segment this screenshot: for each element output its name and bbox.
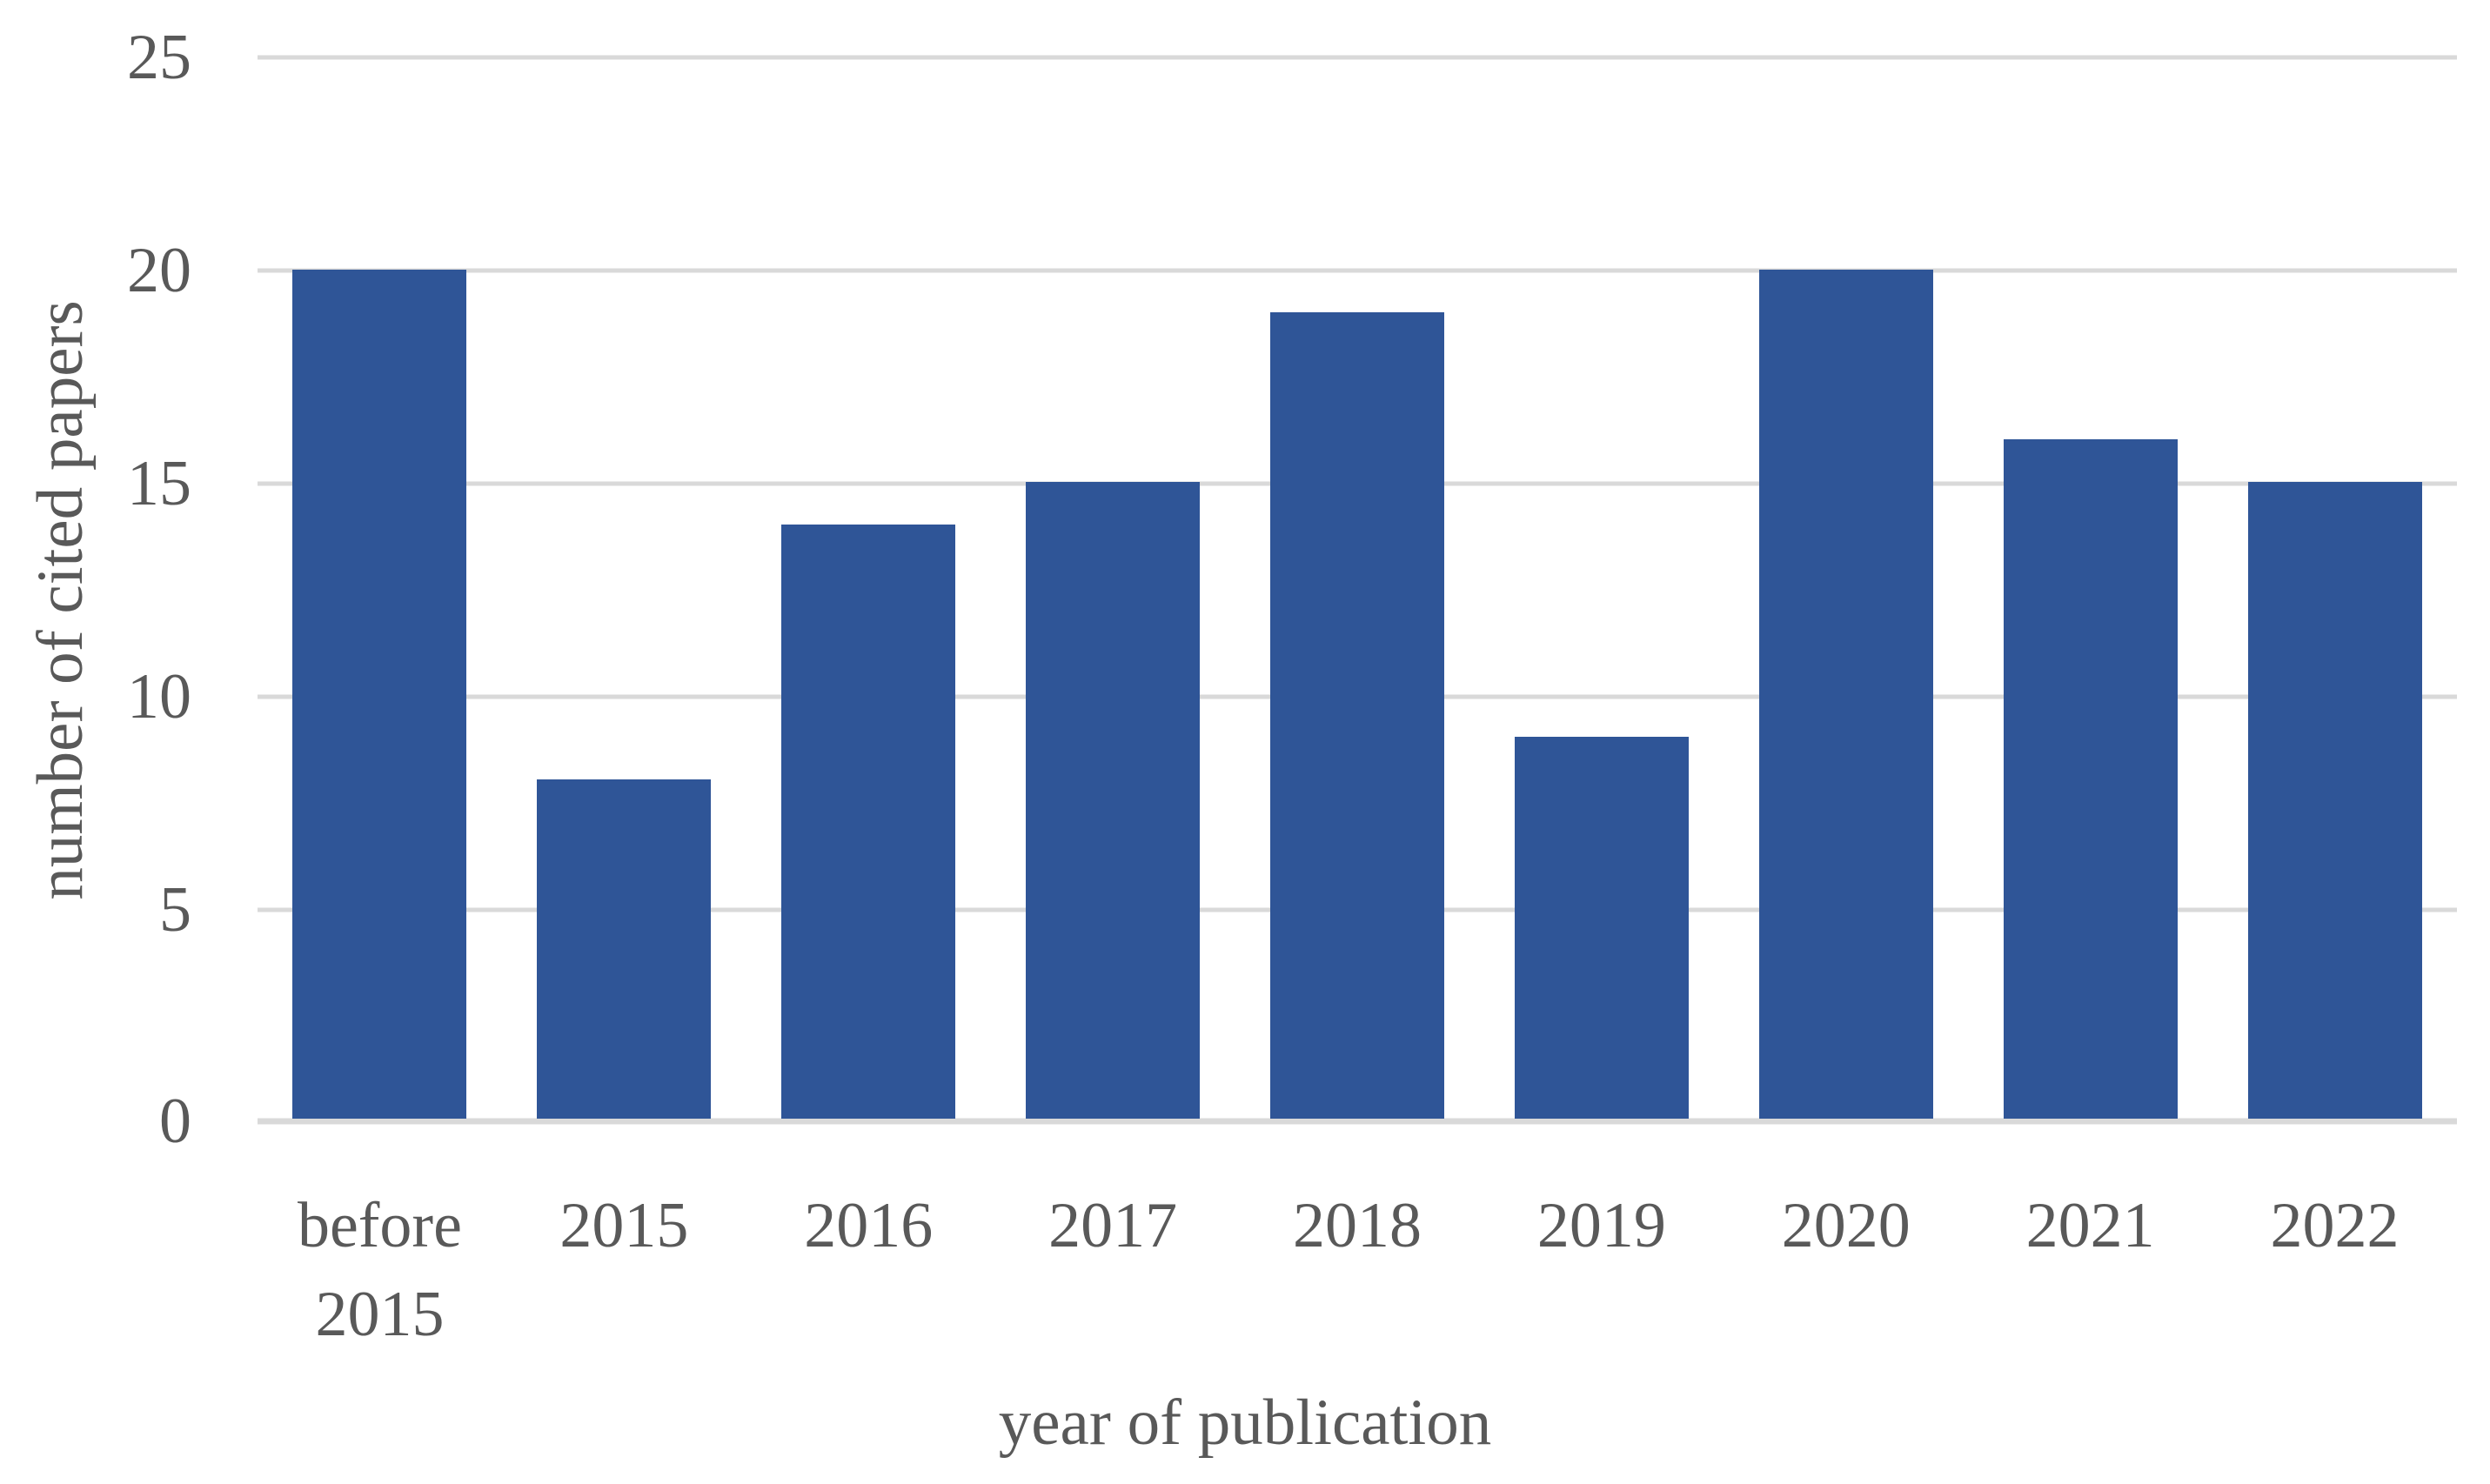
x-tick-label-2021: 2021	[2025, 1190, 2155, 1261]
bar-2016	[781, 524, 956, 1119]
x-tick-label-2016: 2016	[804, 1190, 934, 1261]
x-tick-label-2019: 2019	[1536, 1190, 1666, 1261]
bar-2020	[1758, 270, 1933, 1119]
x-tick-label-2015: 2015	[559, 1190, 689, 1261]
y-tick-label-10: 10	[127, 661, 191, 732]
x-axis-line	[258, 1118, 2457, 1125]
x-tick-label-2017: 2017	[1048, 1190, 1178, 1261]
bar-2019	[1514, 736, 1689, 1119]
bar-2018	[1270, 311, 1444, 1119]
y-tick-label-5: 5	[159, 874, 191, 946]
bar-2021	[2003, 439, 2178, 1119]
x-tick-label-2022: 2022	[2270, 1190, 2400, 1261]
y-tick-label-15: 15	[127, 448, 191, 519]
bar-2015	[537, 779, 712, 1119]
gridline-y-25	[258, 55, 2457, 60]
bar-2017	[1026, 482, 1201, 1119]
y-tick-label-0: 0	[159, 1086, 191, 1157]
x-tick-label-before-2015: before 2015	[297, 1190, 462, 1350]
x-axis-title: year of publication	[998, 1387, 1492, 1459]
bar-before-2015	[292, 270, 467, 1119]
x-tick-label-2020: 2020	[1781, 1190, 1911, 1261]
y-tick-label-25: 25	[127, 22, 191, 93]
y-tick-label-20: 20	[127, 235, 191, 306]
x-tick-label-2018: 2018	[1293, 1190, 1422, 1261]
bar-2022	[2247, 482, 2422, 1119]
y-axis-title: number of cited papers	[24, 300, 97, 900]
gridline-y-20	[258, 268, 2457, 273]
